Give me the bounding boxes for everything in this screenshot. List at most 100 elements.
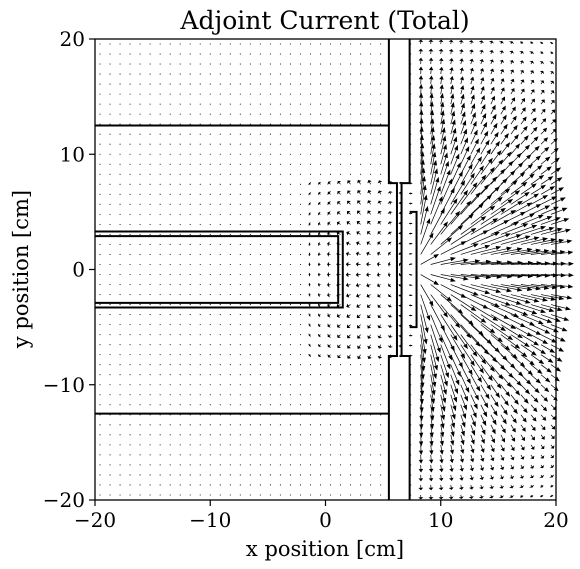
vector-arrow xyxy=(119,133,121,135)
vector-arrow xyxy=(450,404,456,420)
vector-arrow xyxy=(327,302,331,308)
vector-arrow xyxy=(229,183,231,185)
vector-arrow xyxy=(149,394,151,396)
vector-arrow xyxy=(109,464,111,466)
vector-arrow xyxy=(430,143,436,165)
vector-arrow xyxy=(520,324,542,335)
vector-arrow xyxy=(510,364,524,377)
vector-arrow xyxy=(388,282,392,288)
y-tick-label: 10 xyxy=(60,142,85,166)
vector-arrow xyxy=(490,294,522,305)
vector-arrow xyxy=(318,222,321,226)
vector-arrow xyxy=(259,314,261,316)
vector-arrow xyxy=(189,434,191,436)
vector-arrow xyxy=(259,494,261,496)
vector-arrow xyxy=(460,414,466,428)
vector-arrow xyxy=(339,43,342,45)
vector-arrow xyxy=(329,143,332,145)
vector-arrow xyxy=(299,213,301,215)
vector-arrow xyxy=(420,205,429,235)
vector-arrow xyxy=(530,108,536,115)
vector-arrow xyxy=(550,484,554,488)
vector-arrow xyxy=(489,484,494,489)
vector-arrow xyxy=(199,344,201,346)
vector-arrow xyxy=(360,133,362,135)
vector-arrow xyxy=(420,254,440,265)
vector-arrow xyxy=(339,454,342,456)
vector-arrow xyxy=(279,253,281,256)
vector-arrow xyxy=(346,293,351,298)
vector-arrow xyxy=(99,374,101,376)
vector-arrow xyxy=(269,484,271,486)
vector-arrow xyxy=(279,334,281,336)
vector-arrow xyxy=(99,314,101,316)
vector-arrow xyxy=(530,454,535,460)
vector-arrow xyxy=(510,404,518,415)
vector-arrow xyxy=(319,163,322,165)
vector-arrow xyxy=(520,394,529,404)
vector-arrow xyxy=(169,243,171,245)
vector-arrow xyxy=(540,166,552,175)
vector-arrow xyxy=(189,394,191,396)
vector-arrow xyxy=(219,63,221,65)
vector-arrow xyxy=(318,323,321,328)
vector-arrow xyxy=(469,49,474,55)
vector-arrow xyxy=(289,494,291,496)
vector-arrow xyxy=(450,434,455,446)
vector-arrow xyxy=(500,247,533,255)
vector-arrow xyxy=(408,334,413,337)
vector-arrow xyxy=(179,63,181,65)
vector-arrow xyxy=(500,454,505,461)
vector-arrow xyxy=(460,344,475,367)
vector-arrow xyxy=(189,223,191,225)
vector-arrow xyxy=(490,188,511,205)
vector-arrow xyxy=(530,174,545,185)
vector-arrow xyxy=(520,135,529,145)
vector-arrow xyxy=(119,474,121,476)
vector-arrow xyxy=(309,484,312,486)
vector-arrow xyxy=(169,404,171,406)
vector-arrow xyxy=(139,464,141,466)
vector-arrow xyxy=(360,153,362,155)
vector-arrow xyxy=(308,242,311,246)
vector-arrow xyxy=(500,344,518,359)
vector-arrow xyxy=(149,404,151,406)
vector-arrow xyxy=(209,304,211,306)
vector-arrow xyxy=(119,233,121,235)
vector-arrow xyxy=(366,251,371,257)
vector-arrow xyxy=(189,364,191,366)
vector-arrow xyxy=(356,241,361,246)
vector-arrow xyxy=(367,324,372,329)
vector-arrow xyxy=(470,165,484,185)
vector-arrow xyxy=(540,250,566,255)
vector-arrow xyxy=(539,464,545,469)
vector-arrow xyxy=(259,263,261,266)
vector-arrow xyxy=(119,344,121,346)
vector-arrow xyxy=(500,180,518,195)
vector-arrow xyxy=(139,404,141,406)
vector-arrow xyxy=(420,354,425,380)
vector-arrow xyxy=(490,198,514,215)
vector-arrow xyxy=(279,404,281,406)
vector-arrow xyxy=(318,232,321,236)
vector-arrow xyxy=(408,273,413,276)
vector-arrow xyxy=(109,344,111,346)
vector-arrow xyxy=(209,153,211,155)
vector-arrow xyxy=(249,103,251,105)
vector-arrow xyxy=(309,474,312,476)
vector-arrow xyxy=(355,261,361,267)
vector-arrow xyxy=(169,103,171,105)
vector-arrow xyxy=(289,183,291,185)
vector-arrow xyxy=(109,103,111,105)
vector-arrow xyxy=(519,69,525,75)
vector-arrow xyxy=(299,444,301,446)
vector-arrow xyxy=(408,304,413,307)
vector-arrow xyxy=(329,103,332,105)
vector-arrow xyxy=(229,384,231,386)
vector-arrow xyxy=(249,324,251,326)
vector-arrow xyxy=(179,344,181,346)
vector-arrow xyxy=(448,48,454,55)
vector-arrow xyxy=(510,294,540,303)
vector-arrow xyxy=(129,344,131,346)
vector-arrow xyxy=(356,303,361,308)
